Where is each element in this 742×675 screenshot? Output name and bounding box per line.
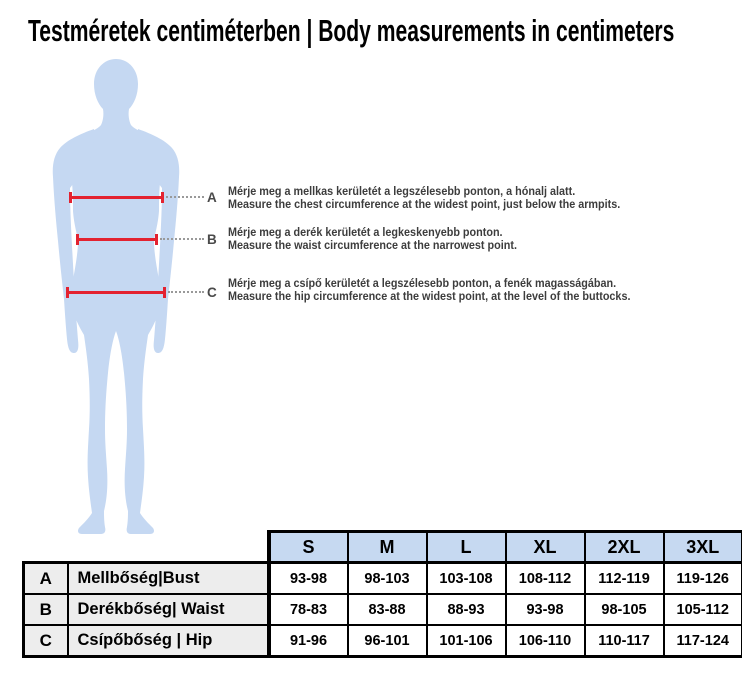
hip-description-en: Measure the hip circumference at the wid… xyxy=(228,291,631,303)
size-header-3xl: 3XL xyxy=(662,530,742,564)
body-measurement-diagram: A Mérje meg a mellkas kerületét a legszé… xyxy=(52,59,630,534)
size-header-s: S xyxy=(266,530,349,564)
bust-value-3xl: 119-126 xyxy=(662,561,742,595)
waist-description-hu: Mérje meg a derék kerületét a legkeskeny… xyxy=(228,227,503,239)
size-header-m: M xyxy=(346,530,428,564)
size-header-xl: XL xyxy=(504,530,586,564)
hip-measure-line xyxy=(66,287,166,298)
row-letter: B xyxy=(22,593,69,626)
row-letter: A xyxy=(22,561,69,595)
hip-connector-dots xyxy=(168,291,204,293)
bust-value-2xl: 112-119 xyxy=(583,561,665,595)
size-header-row: S M L XL 2XL 3XL xyxy=(24,530,742,564)
waist-description: Mérje meg a derék kerületét a legkeskeny… xyxy=(228,227,517,253)
chest-measure-line xyxy=(69,192,164,203)
chest-description-hu: Mérje meg a mellkas kerületét a legszéle… xyxy=(228,186,576,198)
row-label-bust: Mellbőség|Bust xyxy=(66,561,270,595)
header-blank-label xyxy=(68,532,269,563)
waist-connector-dots xyxy=(160,238,204,240)
right-arm-shape xyxy=(137,129,180,353)
waist-letter: B xyxy=(207,232,217,247)
waist-value-xl: 93-98 xyxy=(504,593,586,626)
chest-letter: A xyxy=(207,190,217,205)
waist-value-s: 78-83 xyxy=(266,593,349,626)
waist-value-m: 83-88 xyxy=(346,593,428,626)
size-chart-table: S M L XL 2XL 3XL A Mellbőség|Bust 93-98 … xyxy=(22,530,742,658)
torso-legs-shape xyxy=(58,59,174,534)
hip-letter: C xyxy=(207,285,217,300)
bust-value-s: 93-98 xyxy=(266,561,349,595)
hip-description: Mérje meg a csípő kerületét a legszélese… xyxy=(228,278,630,304)
hip-value-m: 96-101 xyxy=(346,624,428,658)
hip-value-l: 101-106 xyxy=(425,624,507,658)
bust-value-l: 103-108 xyxy=(425,561,507,595)
chest-description-en: Measure the chest circumference at the w… xyxy=(228,199,621,211)
body-silhouette-icon xyxy=(52,59,180,534)
size-header-2xl: 2XL xyxy=(583,530,665,564)
waist-value-3xl: 105-112 xyxy=(662,593,742,626)
size-header-l: L xyxy=(425,530,507,564)
bust-value-xl: 108-112 xyxy=(504,561,586,595)
waist-value-2xl: 98-105 xyxy=(583,593,665,626)
page-title: Testméretek centiméterben | Body measure… xyxy=(28,13,675,48)
chest-connector-dots xyxy=(166,196,204,198)
bust-value-m: 98-103 xyxy=(346,561,428,595)
hip-value-s: 91-96 xyxy=(266,624,349,658)
hip-value-2xl: 110-117 xyxy=(583,624,665,658)
hip-description-hu: Mérje meg a csípő kerületét a legszélese… xyxy=(228,278,617,290)
waist-description-en: Measure the waist circumference at the n… xyxy=(228,240,517,252)
table-row-waist: B Derékbőség| Waist 78-83 83-88 88-93 93… xyxy=(22,593,742,626)
header-blank-letter xyxy=(24,532,68,563)
row-label-hip: Csípőbőség | Hip xyxy=(66,624,270,658)
waist-value-l: 88-93 xyxy=(425,593,507,626)
table-row-bust: A Mellbőség|Bust 93-98 98-103 103-108 10… xyxy=(22,561,742,595)
table-row-hip: C Csípőbőség | Hip 91-96 96-101 101-106 … xyxy=(22,624,742,658)
waist-measure-line xyxy=(76,234,158,245)
left-arm-shape xyxy=(52,129,95,353)
hip-value-3xl: 117-124 xyxy=(662,624,742,658)
row-letter: C xyxy=(22,624,69,658)
hip-value-xl: 106-110 xyxy=(504,624,586,658)
chest-description: Mérje meg a mellkas kerületét a legszéle… xyxy=(228,186,620,212)
row-label-waist: Derékbőség| Waist xyxy=(66,593,270,626)
